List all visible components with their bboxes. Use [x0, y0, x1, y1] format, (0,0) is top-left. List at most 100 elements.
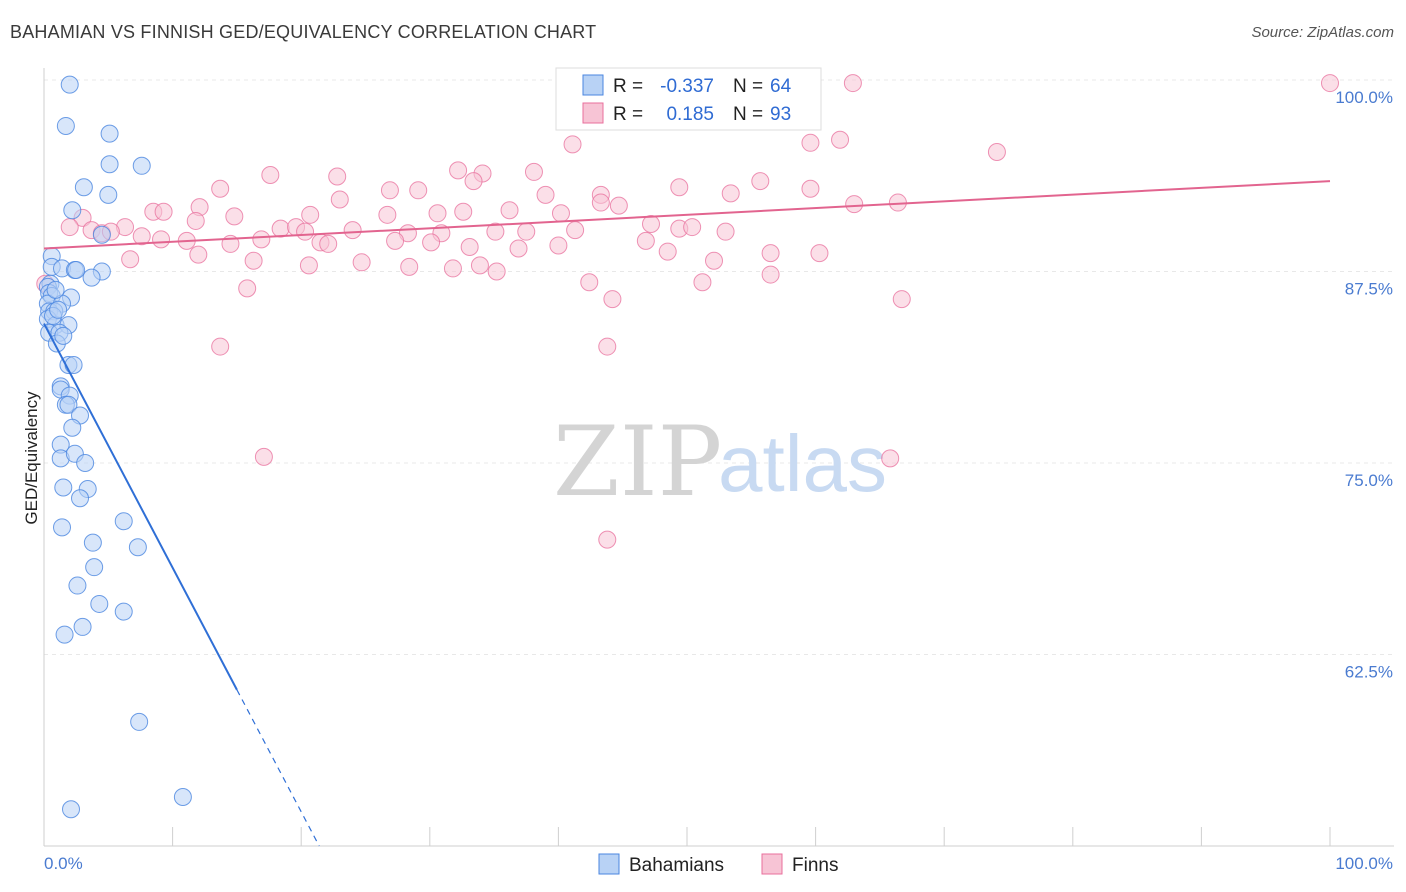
finns-point: [636, 231, 655, 250]
finns-point: [509, 239, 528, 258]
finns-point: [598, 530, 617, 549]
finns-point: [211, 337, 230, 356]
watermark-atlas: atlas: [718, 419, 887, 508]
finns-point: [121, 250, 140, 269]
finns-point: [500, 201, 519, 220]
finns-point: [464, 172, 483, 191]
bahamians-point: [130, 712, 149, 731]
stats-legend-pink-n-value: 93: [770, 104, 791, 125]
finns-point: [443, 259, 462, 278]
stats-legend-pink-r-value: 0.185: [666, 104, 714, 125]
chart-title: BAHAMIAN VS FINNISH GED/EQUIVALENCY CORR…: [10, 22, 597, 42]
finns-point: [299, 256, 318, 275]
finns-point: [517, 222, 536, 241]
bahamians-point: [74, 178, 93, 197]
bahamians-point: [59, 395, 78, 414]
y-tick-labels: 62.5% 75.0% 87.5% 100.0%: [1335, 88, 1393, 682]
finns-point: [761, 244, 780, 263]
finns-point: [378, 205, 397, 224]
finns-point: [693, 273, 712, 292]
finns-point: [549, 236, 568, 255]
finns-point: [211, 179, 230, 198]
finns-point: [683, 218, 702, 237]
finns-point: [987, 143, 1006, 162]
finns-point: [186, 211, 205, 230]
finns-point: [60, 218, 79, 237]
bahamians-point: [76, 454, 95, 472]
finns-point: [536, 185, 555, 204]
x-tick-label-max: 100.0%: [1335, 854, 1393, 873]
finns-point: [892, 290, 911, 309]
bahamians-point: [100, 124, 119, 143]
y-tick-label: 75.0%: [1345, 471, 1393, 490]
finns-point: [400, 257, 419, 276]
stats-legend: R = -0.337 N = 64 R = 0.185 N = 93: [555, 67, 822, 131]
finns-point: [1321, 74, 1339, 93]
finns-point: [132, 227, 151, 246]
legend-swatch-bahamians: [598, 853, 620, 875]
finns-point: [244, 251, 263, 270]
bahamians-point: [100, 155, 119, 174]
bahamians-point: [68, 576, 87, 595]
finns-point: [330, 190, 349, 209]
finns-point: [296, 222, 315, 241]
finns-point: [563, 135, 582, 154]
finns-point: [301, 205, 320, 224]
bahamians-point: [114, 602, 133, 621]
stats-legend-swatch-pink: [582, 102, 604, 124]
bahamians-point: [132, 156, 151, 175]
bahamians-point: [71, 489, 90, 508]
bahamians-point: [83, 533, 102, 552]
finns-point: [352, 253, 371, 272]
bahamians-point: [128, 538, 147, 557]
finns-point: [716, 222, 735, 241]
finns-point: [261, 165, 280, 184]
bahamians-point: [49, 300, 68, 319]
stats-legend-pink-r-label: R =: [613, 104, 643, 125]
bahamians-point: [92, 225, 111, 244]
bahamians-point: [54, 478, 73, 497]
finns-point: [843, 74, 862, 93]
finns-point: [658, 242, 677, 261]
legend-label-finns: Finns: [792, 855, 838, 876]
x-tick-label-min: 0.0%: [44, 854, 83, 873]
finns-point: [603, 290, 622, 309]
finns-point: [598, 337, 617, 356]
finns-point: [566, 221, 585, 240]
bahamians-point: [46, 280, 65, 299]
legend-label-bahamians: Bahamians: [629, 855, 724, 876]
finns-point: [881, 449, 900, 468]
chart-source: Source: ZipAtlas.com: [1251, 24, 1394, 41]
bahamians-point: [173, 787, 192, 806]
bahamians-point: [56, 116, 75, 135]
finns-point: [810, 244, 829, 263]
bahamians-point: [67, 260, 86, 279]
bahamians-point: [54, 326, 73, 345]
legend-swatch-finns: [761, 853, 783, 875]
bahamians-point: [62, 800, 81, 819]
finns-point: [831, 130, 850, 149]
finns-point: [580, 273, 599, 292]
finns-point: [801, 179, 820, 198]
finns-point: [487, 262, 506, 281]
finns-point: [319, 234, 338, 253]
bahamians-point: [73, 617, 92, 636]
finns-point: [486, 222, 505, 241]
stats-legend-blue-r-label: R =: [613, 76, 643, 97]
y-axis-label: GED/Equivalency: [22, 391, 41, 525]
bahamians-point: [99, 185, 118, 204]
finns-point: [449, 161, 468, 180]
finns-point: [551, 204, 570, 223]
finns-point: [422, 233, 441, 252]
bahamians-trendline-extension: [236, 689, 320, 847]
bottom-legend: Bahamians Finns: [598, 853, 838, 876]
trendlines: [43, 180, 1331, 847]
bahamians-point: [82, 268, 101, 287]
finns-point: [801, 133, 820, 152]
y-tick-label: 100.0%: [1335, 88, 1393, 107]
gridlines: [44, 79, 1394, 655]
x-axis-ticks: [172, 827, 1331, 846]
bahamians-point: [90, 594, 109, 613]
finns-point: [380, 181, 399, 200]
